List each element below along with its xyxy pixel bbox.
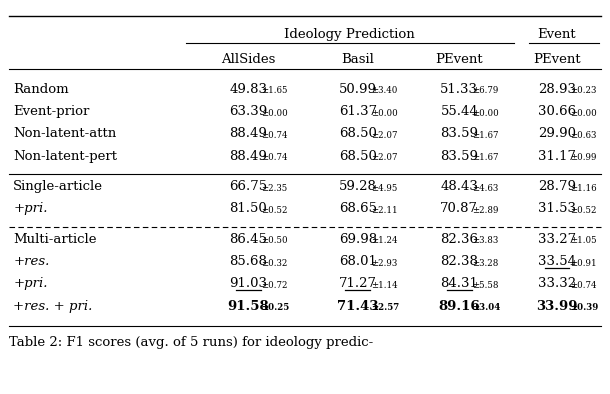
- Text: 83.59: 83.59: [440, 150, 478, 163]
- Text: 51.33: 51.33: [440, 83, 478, 96]
- Text: 55.44: 55.44: [440, 105, 478, 118]
- Text: ±0.00: ±0.00: [473, 109, 500, 118]
- Text: 69.98: 69.98: [339, 233, 377, 246]
- Text: Event-prior: Event-prior: [13, 105, 90, 118]
- Text: Table 2: F1 scores (avg. of 5 runs) for ideology predic-: Table 2: F1 scores (avg. of 5 runs) for …: [9, 336, 373, 349]
- Text: 82.38: 82.38: [440, 255, 478, 268]
- Text: ±1.16: ±1.16: [570, 184, 597, 193]
- Text: 88.49: 88.49: [229, 150, 267, 163]
- Text: 81.50: 81.50: [229, 203, 267, 216]
- Text: ±0.63: ±0.63: [570, 131, 597, 140]
- Text: ±0.52: ±0.52: [570, 206, 597, 215]
- Text: PEvent: PEvent: [436, 53, 483, 66]
- Text: 28.93: 28.93: [538, 83, 576, 96]
- Text: 82.36: 82.36: [440, 233, 478, 246]
- Text: PEvent: PEvent: [533, 53, 581, 66]
- Text: ±2.57: ±2.57: [371, 303, 400, 312]
- Text: 28.79: 28.79: [538, 180, 576, 193]
- Text: 33.54: 33.54: [538, 255, 576, 268]
- Text: 68.65: 68.65: [339, 203, 377, 216]
- Text: 33.27: 33.27: [538, 233, 576, 246]
- Text: ±2.07: ±2.07: [371, 153, 398, 162]
- Text: 33.99: 33.99: [536, 300, 578, 313]
- Text: Non-latent-attn: Non-latent-attn: [13, 128, 117, 141]
- Text: ±3.28: ±3.28: [473, 258, 499, 268]
- Text: +res. + pri.: +res. + pri.: [13, 300, 93, 313]
- Text: ±0.74: ±0.74: [262, 153, 288, 162]
- Text: 68.50: 68.50: [339, 128, 377, 141]
- Text: +pri.: +pri.: [13, 203, 48, 216]
- Text: ±4.95: ±4.95: [371, 184, 398, 193]
- Text: 50.99: 50.99: [339, 83, 377, 96]
- Text: 91.03: 91.03: [229, 277, 267, 290]
- Text: 70.87: 70.87: [440, 203, 478, 216]
- Text: ±0.52: ±0.52: [262, 206, 288, 215]
- Text: ±0.72: ±0.72: [262, 281, 288, 290]
- Text: 48.43: 48.43: [440, 180, 478, 193]
- Text: 71.27: 71.27: [339, 277, 377, 290]
- Text: Event: Event: [537, 28, 576, 41]
- Text: ±1.67: ±1.67: [473, 153, 499, 162]
- Text: 49.83: 49.83: [229, 83, 267, 96]
- Text: Basil: Basil: [342, 53, 374, 66]
- Text: ±0.74: ±0.74: [262, 131, 288, 140]
- Text: ±5.58: ±5.58: [473, 281, 499, 290]
- Text: 88.49: 88.49: [229, 128, 267, 141]
- Text: ±0.50: ±0.50: [262, 236, 288, 245]
- Text: ±3.40: ±3.40: [371, 86, 398, 95]
- Text: ±1.67: ±1.67: [473, 131, 499, 140]
- Text: ±0.91: ±0.91: [570, 258, 597, 268]
- Text: ±0.99: ±0.99: [570, 153, 597, 162]
- Text: 83.59: 83.59: [440, 128, 478, 141]
- Text: ±0.32: ±0.32: [262, 258, 288, 268]
- Text: ±2.93: ±2.93: [371, 258, 397, 268]
- Text: 59.28: 59.28: [339, 180, 377, 193]
- Text: 31.17: 31.17: [538, 150, 576, 163]
- Text: Multi-article: Multi-article: [13, 233, 97, 246]
- Text: ±6.79: ±6.79: [473, 86, 499, 95]
- Text: ±0.39: ±0.39: [570, 303, 598, 312]
- Text: 91.58: 91.58: [228, 300, 269, 313]
- Text: 85.68: 85.68: [229, 255, 267, 268]
- Text: 84.31: 84.31: [440, 277, 478, 290]
- Text: ±0.00: ±0.00: [262, 109, 289, 118]
- Text: ±3.04: ±3.04: [473, 303, 501, 312]
- Text: ±1.14: ±1.14: [371, 281, 398, 290]
- Text: ±0.00: ±0.00: [570, 109, 597, 118]
- Text: 66.75: 66.75: [229, 180, 267, 193]
- Text: ±1.65: ±1.65: [262, 86, 288, 95]
- Text: ±2.11: ±2.11: [371, 206, 398, 215]
- Text: 86.45: 86.45: [229, 233, 267, 246]
- Text: ±4.63: ±4.63: [473, 184, 499, 193]
- Text: Random: Random: [13, 83, 69, 96]
- Text: 61.37: 61.37: [339, 105, 377, 118]
- Text: ±1.05: ±1.05: [570, 236, 597, 245]
- Text: ±0.00: ±0.00: [371, 109, 398, 118]
- Text: 63.39: 63.39: [229, 105, 267, 118]
- Text: ±0.25: ±0.25: [262, 303, 290, 312]
- Text: Non-latent-pert: Non-latent-pert: [13, 150, 117, 163]
- Text: AllSides: AllSides: [221, 53, 276, 66]
- Text: 89.16: 89.16: [439, 300, 480, 313]
- Text: 68.50: 68.50: [339, 150, 377, 163]
- Text: ±2.07: ±2.07: [371, 131, 398, 140]
- Text: ±2.89: ±2.89: [473, 206, 499, 215]
- Text: ±2.35: ±2.35: [262, 184, 288, 193]
- Text: 31.53: 31.53: [538, 203, 576, 216]
- Text: Ideology Prediction: Ideology Prediction: [284, 28, 415, 41]
- Text: ±1.24: ±1.24: [371, 236, 398, 245]
- Text: 68.01: 68.01: [339, 255, 377, 268]
- Text: Single-article: Single-article: [13, 180, 103, 193]
- Text: ±3.83: ±3.83: [473, 236, 499, 245]
- Text: 71.43: 71.43: [337, 300, 379, 313]
- Text: 30.66: 30.66: [538, 105, 576, 118]
- Text: +res.: +res.: [13, 255, 49, 268]
- Text: +pri.: +pri.: [13, 277, 48, 290]
- Text: 33.32: 33.32: [538, 277, 576, 290]
- Text: ±0.23: ±0.23: [570, 86, 597, 95]
- Text: 29.90: 29.90: [538, 128, 576, 141]
- Text: ±0.74: ±0.74: [570, 281, 597, 290]
